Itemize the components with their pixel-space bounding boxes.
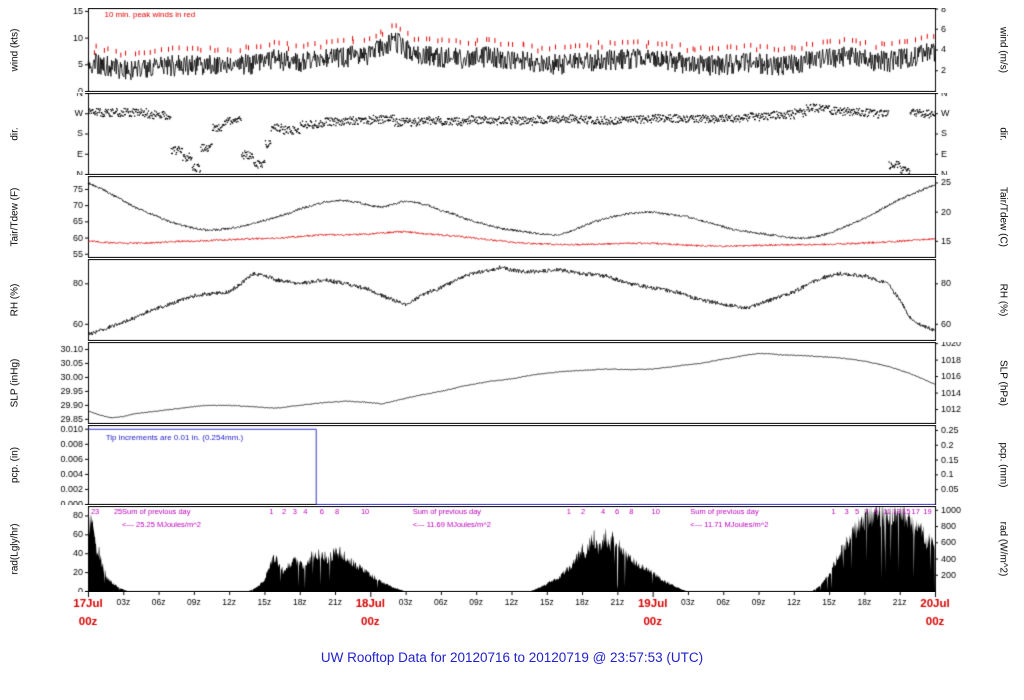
pressure-plot-canvas bbox=[0, 342, 1024, 424]
temperature-right-axis-label: Tair/Tdew (C) bbox=[997, 186, 1009, 248]
direction-plot-canvas bbox=[0, 93, 1024, 175]
x-axis-strip bbox=[0, 592, 1024, 640]
pressure-right-axis-label: SLP (hPa) bbox=[997, 360, 1009, 406]
precip-plot-canvas bbox=[0, 425, 1024, 505]
wind-right-axis-label: wind (m/s) bbox=[997, 26, 1009, 74]
precip-right-axis-label: pcp. (mm) bbox=[997, 442, 1009, 488]
wind-left-axis-label: wind (kts) bbox=[9, 28, 21, 72]
panel-pressure: SLP (inHg) SLP (hPa) bbox=[0, 342, 1024, 424]
panel-direction: dir. dir. bbox=[0, 93, 1024, 175]
temperature-plot-canvas bbox=[0, 176, 1024, 258]
humidity-right-axis-label: RH (%) bbox=[997, 283, 1009, 317]
precip-left-axis-label: pcp. (in) bbox=[9, 446, 21, 484]
temperature-left-axis-label: Tair/Tdew (F) bbox=[9, 187, 21, 247]
panel-humidity: RH (%) RH (%) bbox=[0, 259, 1024, 341]
panel-temperature: Tair/Tdew (F) Tair/Tdew (C) bbox=[0, 176, 1024, 258]
panel-precip: pcp. (in) pcp. (mm) bbox=[0, 425, 1024, 505]
radiation-right-axis-label: rad (W/m^2) bbox=[997, 521, 1009, 577]
direction-left-axis-label: dir. bbox=[9, 127, 21, 141]
panel-radiation: rad(Lgly/hr) rad (W/m^2) bbox=[0, 506, 1024, 592]
radiation-left-axis-label: rad(Lgly/hr) bbox=[9, 523, 21, 575]
pressure-left-axis-label: SLP (inHg) bbox=[9, 358, 21, 408]
humidity-plot-canvas bbox=[0, 259, 1024, 341]
humidity-left-axis-label: RH (%) bbox=[9, 283, 21, 317]
direction-right-axis-label: dir. bbox=[997, 127, 1009, 141]
radiation-plot-canvas bbox=[0, 506, 1024, 592]
wind-plot-canvas bbox=[0, 8, 1024, 92]
panel-wind: wind (kts) wind (m/s) bbox=[0, 8, 1024, 92]
figure-title: UW Rooftop Data for 20120716 to 20120719… bbox=[320, 650, 704, 665]
